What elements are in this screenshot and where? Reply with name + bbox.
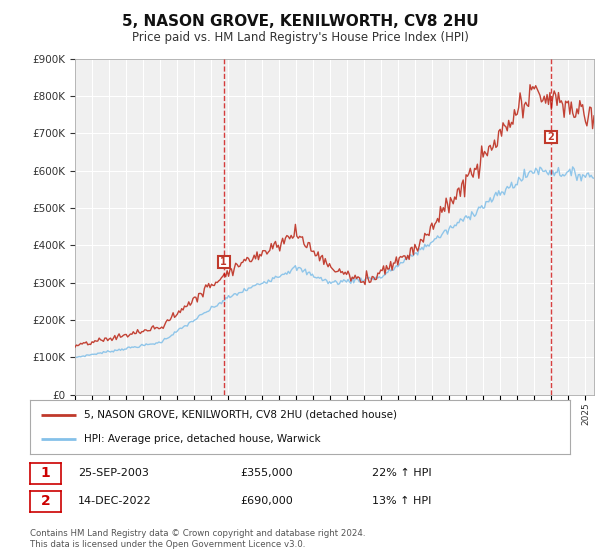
Text: 1: 1 [220, 257, 227, 267]
Text: 13% ↑ HPI: 13% ↑ HPI [372, 496, 431, 506]
Text: £690,000: £690,000 [240, 496, 293, 506]
Text: £355,000: £355,000 [240, 468, 293, 478]
Text: Price paid vs. HM Land Registry's House Price Index (HPI): Price paid vs. HM Land Registry's House … [131, 31, 469, 44]
Text: 22% ↑ HPI: 22% ↑ HPI [372, 468, 431, 478]
Text: 2: 2 [41, 494, 50, 508]
Text: 2: 2 [547, 132, 554, 142]
Text: 1: 1 [41, 466, 50, 480]
Text: 25-SEP-2003: 25-SEP-2003 [78, 468, 149, 478]
Text: Contains HM Land Registry data © Crown copyright and database right 2024.
This d: Contains HM Land Registry data © Crown c… [30, 529, 365, 549]
Text: 14-DEC-2022: 14-DEC-2022 [78, 496, 152, 506]
Text: HPI: Average price, detached house, Warwick: HPI: Average price, detached house, Warw… [84, 434, 320, 444]
Text: 5, NASON GROVE, KENILWORTH, CV8 2HU (detached house): 5, NASON GROVE, KENILWORTH, CV8 2HU (det… [84, 410, 397, 420]
Text: 5, NASON GROVE, KENILWORTH, CV8 2HU: 5, NASON GROVE, KENILWORTH, CV8 2HU [122, 14, 478, 29]
